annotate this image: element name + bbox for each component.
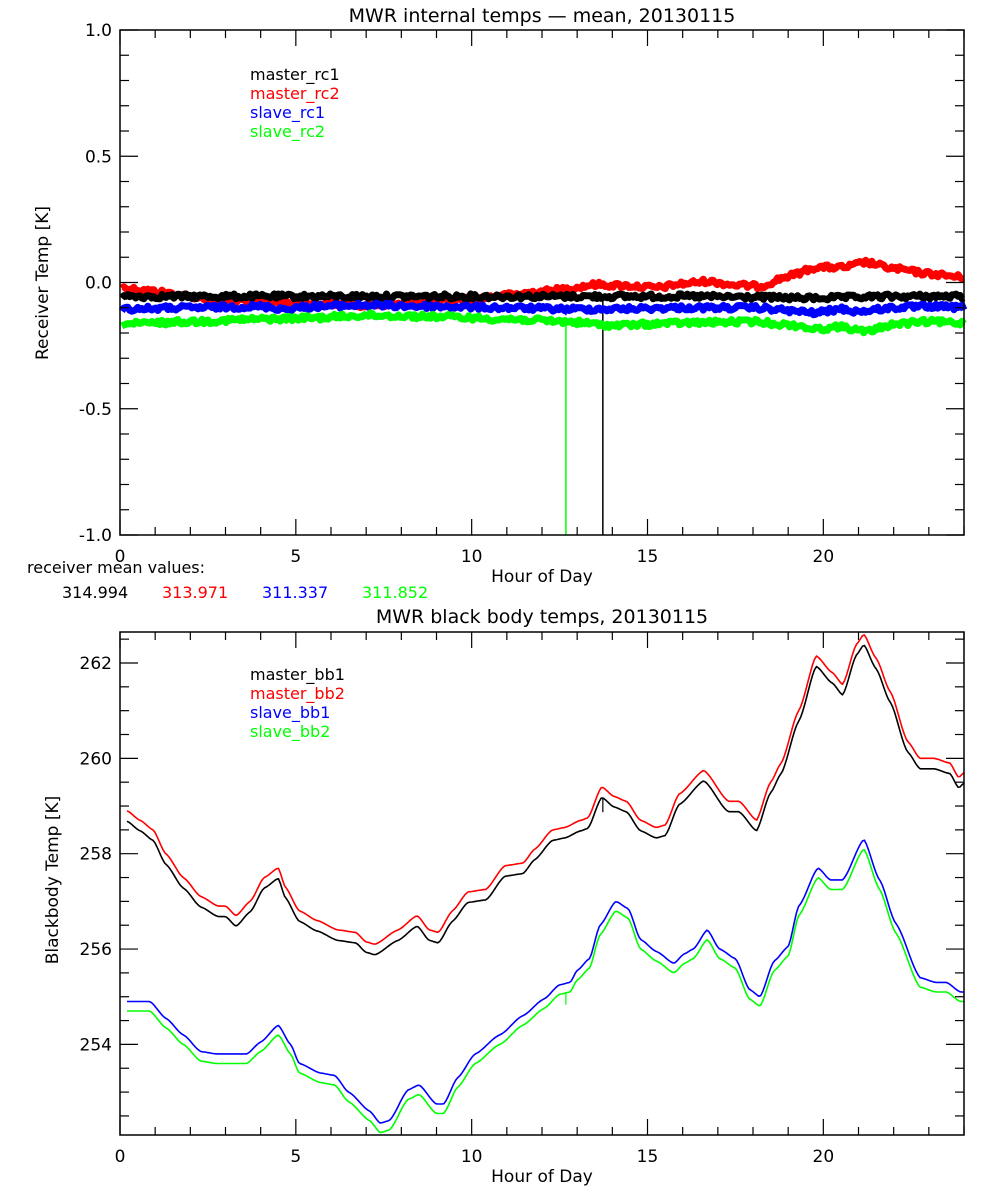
blackbody-ticks: 0 5 10 15 20 254 256 258 260 262 (80, 632, 965, 1167)
blackbody-plot-frame (119, 631, 965, 1136)
x-tick-label: 0 (115, 1147, 126, 1167)
receiver-temp-panel: MWR internal temps — mean, 20130115 0 5 10… (27, 5, 968, 602)
blackbody-y-axis-title: Blackbody Temp [K] (43, 796, 63, 965)
mean-value-slave-rc2: 311.852 (362, 583, 428, 602)
y-tick-label: -1.0 (79, 526, 112, 546)
legend-entry-master-rc1: master_rc1 (250, 65, 340, 85)
series-line-slave-rc2 (120, 309, 967, 337)
blackbody-x-axis-title: Hour of Day (491, 1167, 593, 1187)
legend-entry-slave-bb1: slave_bb1 (250, 703, 330, 723)
y-tick-label: 1.0 (85, 21, 112, 41)
series-line-slave-bb2 (127, 848, 964, 1134)
blackbody-legend: master_bb1 master_bb2 slave_bb1 slave_bb… (250, 665, 345, 742)
x-tick-label: 20 (813, 1147, 835, 1167)
series-line-master-bb2 (126, 634, 965, 945)
y-tick-label: 260 (80, 749, 112, 769)
x-tick-label: 10 (461, 1147, 483, 1167)
mean-value-master-rc2: 313.971 (162, 583, 228, 602)
mean-value-master-rc1: 314.994 (62, 583, 128, 602)
x-tick-label: 0 (115, 547, 126, 567)
y-tick-label: 256 (80, 940, 112, 960)
y-tick-label: 254 (80, 1035, 112, 1055)
mean-values-label: receiver mean values: (27, 558, 205, 577)
mean-value-slave-rc1: 311.337 (262, 583, 328, 602)
series-line-master-bb1 (126, 644, 965, 956)
x-tick-label: 20 (813, 547, 835, 567)
legend-entry-master-rc2: master_rc2 (250, 84, 340, 104)
receiver-chart-title: MWR internal temps — mean, 20130115 (349, 5, 736, 27)
x-tick-label: 5 (290, 547, 301, 567)
series-line-master-rc1 (119, 290, 966, 304)
y-tick-label: 0.0 (85, 274, 112, 294)
receiver-x-axis-title: Hour of Day (491, 567, 593, 587)
receiver-y-axis-title: Receiver Temp [K] (33, 206, 53, 360)
legend-entry-slave-rc2: slave_rc2 (250, 122, 325, 142)
legend-entry-master-bb2: master_bb2 (250, 684, 345, 704)
legend-entry-slave-rc1: slave_rc1 (250, 103, 325, 123)
x-tick-label: 15 (637, 547, 659, 567)
y-tick-label: 0.5 (85, 147, 112, 167)
legend-entry-master-bb1: master_bb1 (250, 665, 345, 685)
receiver-ticks: 0 5 10 15 20 -1.0 -0.5 0.0 0.5 1.0 (79, 21, 965, 567)
series-line-slave-rc1 (118, 299, 968, 319)
x-tick-label: 10 (461, 547, 483, 567)
receiver-legend: master_rc1 master_rc2 slave_rc1 slave_rc… (250, 65, 340, 142)
blackbody-chart-title: MWR black body temps, 20130115 (376, 606, 708, 628)
y-tick-label: -0.5 (79, 400, 112, 420)
blackbody-series-group (126, 634, 965, 1134)
legend-entry-slave-bb2: slave_bb2 (250, 722, 330, 742)
y-tick-label: 262 (80, 654, 112, 674)
series-line-slave-bb1 (127, 839, 964, 1124)
x-tick-label: 5 (290, 1147, 301, 1167)
receiver-series-group (118, 256, 968, 535)
y-tick-label: 258 (80, 845, 112, 865)
receiver-mean-values: receiver mean values: 314.994 313.971 31… (27, 558, 428, 602)
receiver-plot-frame (119, 29, 965, 536)
x-tick-label: 15 (637, 1147, 659, 1167)
blackbody-temp-panel: MWR black body temps, 20130115 0 5 10 15 20 2… (43, 606, 965, 1187)
